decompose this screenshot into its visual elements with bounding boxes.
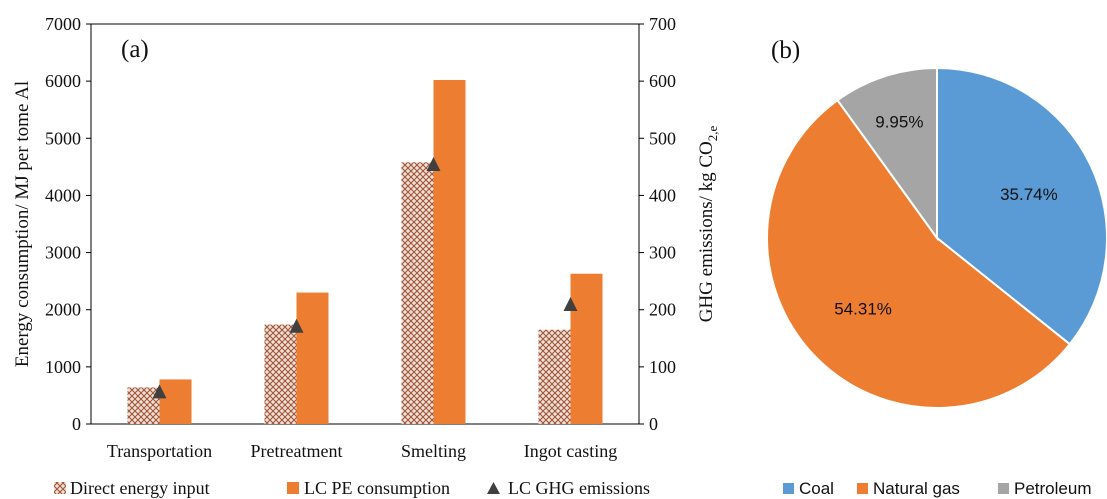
legend-item-coal: Coal — [783, 479, 834, 498]
ghg-markers — [152, 157, 578, 399]
legend-item-direct: Direct energy input — [54, 478, 210, 498]
legend-item-natural-gas: Natural gas — [857, 479, 960, 498]
panel-label-b: (b) — [771, 37, 800, 64]
y-axis-label-left: Energy consumption/ MJ per tome Al — [12, 81, 33, 367]
y-tick-label: 6000 — [45, 71, 81, 91]
legend-swatch-petroleum — [998, 483, 1009, 494]
y-tick-label: 4000 — [45, 185, 81, 205]
legend-label-petroleum: Petroleum — [1014, 479, 1091, 498]
x-tick-label: Smelting — [401, 441, 466, 461]
marker-lc-ghg-emissions — [152, 384, 167, 399]
y-tick-label: 7000 — [45, 14, 81, 34]
y-tick-label: 2000 — [45, 300, 81, 320]
y-axis-label-right: GHG emissions/ kg CO2,e — [696, 125, 720, 322]
legend-item-petroleum: Petroleum — [998, 479, 1091, 498]
pie-chart-panel: (b) 35.74% 54.31% 9.95% Coal Natural gas P… — [766, 37, 1107, 498]
x-tick-label: Transportation — [107, 441, 212, 461]
marker-lc-ghg-emissions — [289, 318, 304, 333]
right-axis-ticks: 0 100 200 300 400 500 600 700 — [639, 14, 676, 434]
y-right-tick-label: 500 — [649, 128, 676, 148]
y-right-tick-label: 200 — [649, 300, 676, 320]
legend-label-coal: Coal — [799, 479, 834, 498]
legend-a: Direct energy input LC PE consumption LC… — [54, 478, 650, 498]
x-tick-label: Pretreatment — [251, 441, 343, 461]
left-axis-ticks: 0 1000 2000 3000 4000 5000 6000 7000 — [45, 14, 91, 434]
bars — [127, 80, 603, 425]
bar-lc-pe-consumption — [159, 379, 192, 424]
plot-frame — [90, 23, 640, 425]
y-right-tick-label: 0 — [649, 414, 658, 434]
bar-direct-energy-input — [127, 387, 160, 424]
y-axis-label-right-main: GHG emissions/ kg CO — [696, 141, 717, 322]
legend-b: Coal Natural gas Petroleum — [783, 479, 1091, 498]
pie-value-labels: 35.74% 54.31% 9.95% — [834, 113, 1057, 319]
legend-label-ghg: LC GHG emissions — [508, 478, 650, 498]
marker-lc-ghg-emissions — [563, 297, 578, 311]
pie-value-label: 35.74% — [1000, 185, 1058, 204]
y-tick-label: 3000 — [45, 243, 81, 263]
pie-slice-natural-gas — [766, 98, 1072, 409]
legend-swatch-direct — [54, 482, 66, 494]
bar-lc-pe-consumption — [570, 273, 603, 424]
y-right-tick-label: 700 — [649, 14, 676, 34]
marker-lc-ghg-emissions — [426, 157, 441, 171]
y-right-tick-label: 300 — [649, 243, 676, 263]
y-right-tick-label: 100 — [649, 357, 676, 377]
y-right-tick-label: 400 — [649, 185, 676, 205]
bar-direct-energy-input — [538, 329, 571, 424]
legend-label-direct: Direct energy input — [70, 478, 210, 498]
legend-label-natural-gas: Natural gas — [873, 479, 960, 498]
y-axis-label-right-subscript: 2,e — [705, 125, 720, 141]
pie-slice-coal — [936, 66, 1107, 346]
bar-lc-pe-consumption — [433, 80, 466, 424]
pie-slices — [766, 66, 1107, 409]
bar-direct-energy-input — [264, 324, 297, 424]
x-axis-ticks: Transportation Pretreatment Smelting Ingot … — [107, 441, 617, 461]
legend-swatch-ghg — [487, 482, 500, 494]
pie-slice-petroleum — [836, 66, 938, 242]
bar-chart-panel: (a) 0 1000 2000 3000 4000 5000 6000 7000 0 100 20… — [12, 14, 720, 498]
y-tick-label: 1000 — [45, 357, 81, 377]
legend-label-pe: LC PE consumption — [304, 478, 450, 498]
x-tick-label: Ingot casting — [524, 441, 617, 461]
pie-value-label: 9.95% — [875, 113, 923, 132]
legend-swatch-pe — [287, 482, 299, 494]
legend-swatch-coal — [783, 483, 794, 494]
y-tick-label: 0 — [72, 414, 81, 434]
pie-value-label: 54.31% — [834, 299, 892, 318]
bar-lc-pe-consumption — [296, 292, 329, 424]
panel-label-a: (a) — [121, 36, 149, 63]
legend-swatch-natural-gas — [857, 483, 868, 494]
y-right-tick-label: 600 — [649, 71, 676, 91]
y-tick-label: 5000 — [45, 128, 81, 148]
bar-direct-energy-input — [401, 162, 434, 425]
legend-item-ghg: LC GHG emissions — [487, 478, 650, 498]
legend-item-pe: LC PE consumption — [287, 478, 450, 498]
